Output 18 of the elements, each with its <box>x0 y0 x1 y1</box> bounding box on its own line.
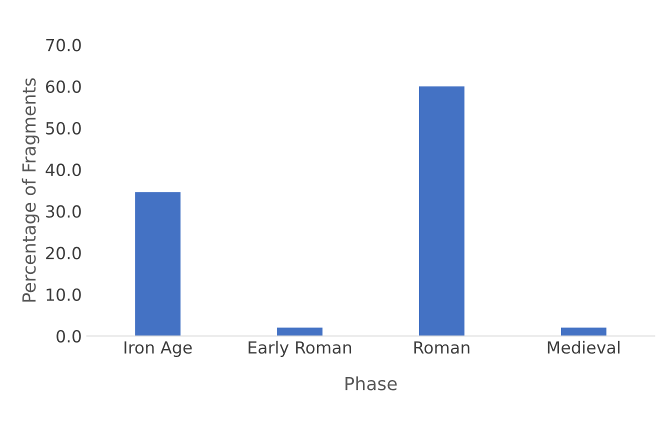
bar <box>419 86 464 336</box>
x-axis-title: Phase <box>346 376 397 390</box>
x-tick-label: Roman <box>414 341 470 354</box>
y-tick-label: 60.0 <box>46 80 81 93</box>
bar <box>135 192 181 336</box>
y-tick-label: 20.0 <box>46 246 81 260</box>
y-tick-label: 50.0 <box>46 122 81 135</box>
y-tick-label: 70.0 <box>46 38 81 52</box>
x-tick-label: Medieval <box>548 340 620 354</box>
y-tick-label: 10.0 <box>46 288 81 301</box>
y-axis-title: Percentage of Fragments <box>22 78 40 302</box>
y-tick-label: 40.0 <box>46 164 81 176</box>
y-tick-label: 0.0 <box>56 330 81 343</box>
bar <box>277 328 322 336</box>
bar <box>560 328 606 336</box>
x-tick-label: Iron Age <box>124 341 192 357</box>
y-tick-label: 30.0 <box>46 205 81 218</box>
x-tick-label: Early Roman <box>248 340 352 357</box>
